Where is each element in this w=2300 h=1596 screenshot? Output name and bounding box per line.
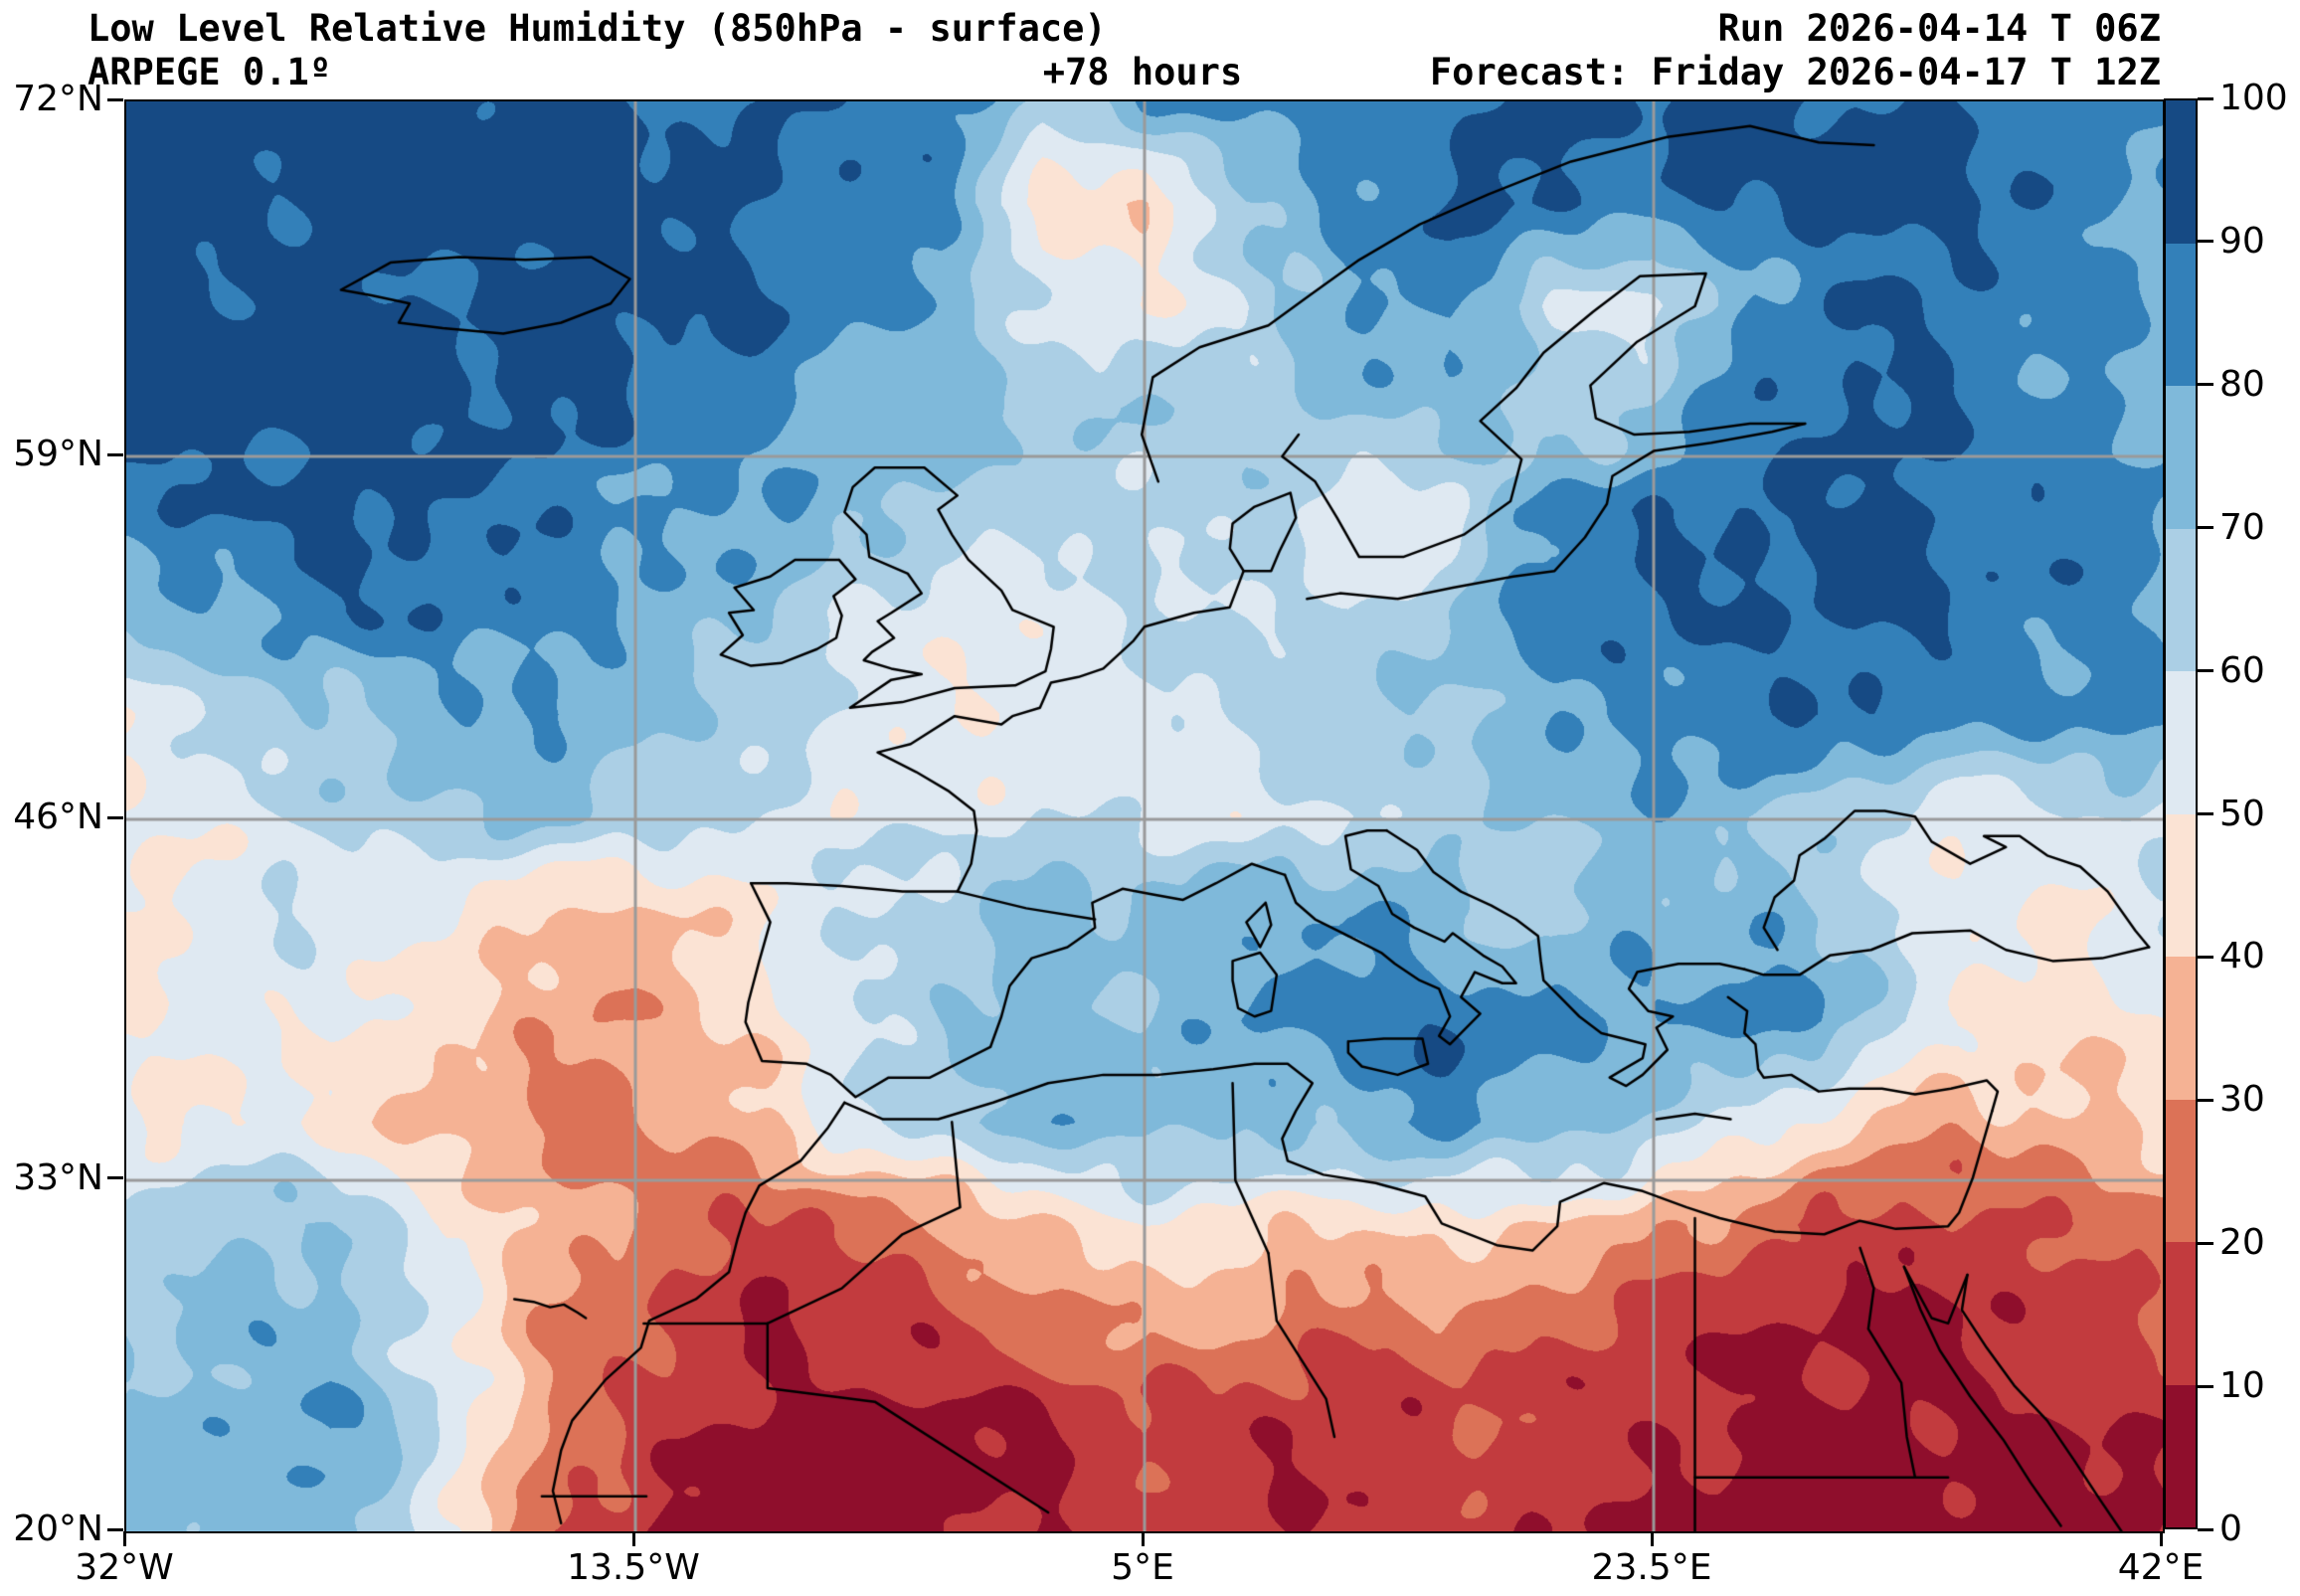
y-tick-label: 59°N (13, 434, 103, 475)
x-tick-mark (631, 1531, 635, 1546)
map-frame (124, 99, 2165, 1533)
colorbar (2164, 98, 2198, 1529)
colorbar-segment (2166, 1384, 2196, 1527)
colorbar-tick-mark (2198, 1241, 2213, 1245)
x-tick-mark (1141, 1531, 1145, 1546)
x-tick-mark (1650, 1531, 1654, 1546)
y-tick-mark (107, 1527, 123, 1531)
colorbar-tick-mark (2198, 383, 2213, 387)
colorbar-segment (2166, 813, 2196, 957)
y-tick-label: 20°N (13, 1508, 103, 1549)
x-tick-label: 42°E (2117, 1547, 2205, 1588)
model-label: ARPEGE 0.1º (88, 51, 332, 93)
colorbar-tick-label: 90 (2219, 220, 2265, 262)
colorbar-tick-label: 40 (2219, 936, 2265, 977)
colorbar-segment (2166, 1099, 2196, 1242)
colorbar-tick-label: 10 (2219, 1365, 2265, 1407)
colorbar-tick-label: 0 (2219, 1508, 2242, 1549)
colorbar-tick-mark (2198, 96, 2213, 100)
colorbar-tick-mark (2198, 240, 2213, 244)
colorbar-segment (2166, 243, 2196, 386)
y-tick-mark (107, 815, 123, 819)
x-tick-mark (122, 1531, 126, 1546)
y-tick-mark (107, 452, 123, 456)
colorbar-tick-label: 30 (2219, 1079, 2265, 1121)
colorbar-tick-mark (2198, 812, 2213, 815)
run-label: Run 2026-04-14 T 06Z (1717, 7, 2161, 50)
y-tick-mark (107, 1176, 123, 1180)
colorbar-tick-label: 20 (2219, 1222, 2265, 1264)
colorbar-tick-mark (2198, 669, 2213, 673)
y-tick-label: 33°N (13, 1156, 103, 1198)
colorbar-tick-label: 80 (2219, 363, 2265, 405)
colorbar-tick-mark (2198, 955, 2213, 959)
colorbar-segment (2166, 671, 2196, 814)
x-tick-mark (2159, 1531, 2163, 1546)
x-tick-label: 13.5°W (567, 1547, 700, 1588)
y-tick-mark (107, 97, 123, 101)
colorbar-tick-label: 70 (2219, 506, 2265, 548)
colorbar-segment (2166, 100, 2196, 244)
colorbar-tick-label: 100 (2219, 78, 2288, 118)
forecast-label: Forecast: Friday 2026-04-17 T 12Z (1429, 51, 2161, 93)
colorbar-tick-mark (2198, 1527, 2213, 1531)
plot-title: Low Level Relative Humidity (850hPa - su… (88, 7, 1107, 50)
humidity-map-canvas (126, 101, 2163, 1531)
colorbar-segment (2166, 957, 2196, 1100)
colorbar-tick-mark (2198, 526, 2213, 530)
colorbar-segment (2166, 528, 2196, 671)
colorbar-segment (2166, 1242, 2196, 1385)
x-tick-label: 23.5°E (1591, 1547, 1712, 1588)
lead-time-label: +78 hours (1042, 51, 1243, 93)
x-tick-label: 32°W (75, 1547, 174, 1588)
colorbar-tick-mark (2198, 1098, 2213, 1102)
x-tick-label: 5°E (1111, 1547, 1174, 1588)
colorbar-segment (2166, 386, 2196, 529)
y-tick-label: 46°N (13, 797, 103, 838)
colorbar-tick-label: 60 (2219, 649, 2265, 691)
colorbar-tick-label: 50 (2219, 793, 2265, 834)
y-tick-label: 72°N (13, 79, 103, 119)
colorbar-tick-mark (2198, 1384, 2213, 1388)
